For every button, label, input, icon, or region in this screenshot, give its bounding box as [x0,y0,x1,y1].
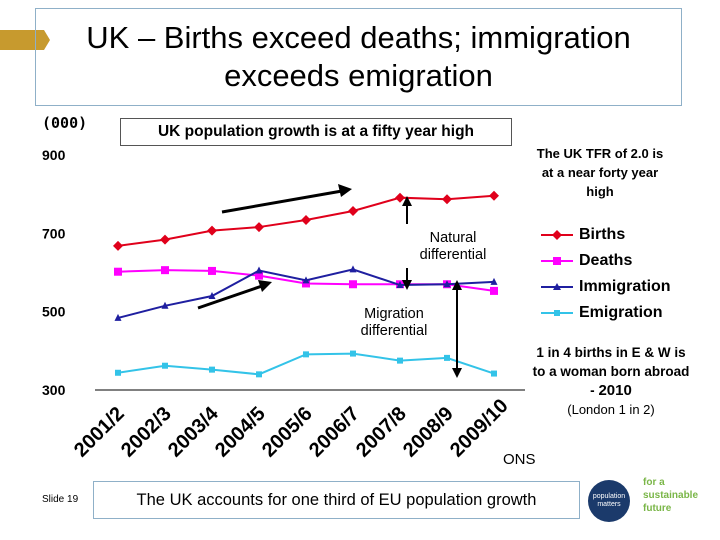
births-abroad-year: 2010 [598,382,632,399]
natural-arrow-top-head [402,196,412,206]
data-point-immigration [255,266,263,274]
y-tick-label: 900 [42,147,66,163]
x-tick-label: 2003/4 [164,402,223,461]
data-point-deaths [161,266,169,275]
legend-marker-immigration [541,283,573,290]
x-tick-label: 2001/2 [70,403,129,462]
data-point-emigration [303,351,309,358]
title-frame: UK – Births exceed deaths; immigration e… [35,8,682,106]
data-point-births [113,240,123,251]
data-point-births [489,190,499,201]
data-point-deaths [114,267,122,276]
data-point-births [395,192,405,203]
x-tick-label: 2002/3 [117,403,176,462]
x-tick-label: 2008/9 [399,403,458,462]
data-point-births [442,194,452,205]
data-point-deaths [302,279,310,288]
y-tick-label: 700 [42,225,66,241]
legend-label-deaths: Deaths [579,252,633,269]
births-abroad-text: 1 in 4 births in E & W is to a woman bor… [532,345,690,398]
x-tick-label: 2005/6 [258,403,317,462]
x-tick-label: 2006/7 [305,403,364,462]
data-point-immigration [490,277,498,285]
slide-title: UK – Births exceed deaths; immigration e… [86,20,631,93]
data-point-births [301,215,311,226]
data-point-emigration [350,350,356,357]
data-point-deaths [208,266,216,275]
natural-label-bg [404,224,496,268]
data-point-emigration [491,370,497,377]
legend-label-immigration: Immigration [579,278,671,295]
legend-marker-emigration [541,310,573,316]
data-point-emigration [209,366,215,373]
data-point-immigration [161,301,169,309]
chart-legend: Births Deaths Immigration Emigration [533,218,685,326]
data-point-immigration [208,292,216,299]
trend-arrow-upper-head [338,184,352,197]
legend-item-deaths: Deaths [541,248,632,274]
data-point-immigration [443,280,451,288]
legend-label-emigration: Emigration [579,304,663,321]
natural-differential-label: Natural differential [420,230,487,263]
legend-item-births: Births [541,222,625,248]
london-note: (London 1 in 2) [567,402,655,417]
data-point-births [254,222,264,233]
data-point-deaths [349,280,357,289]
y-tick-label: 300 [42,382,66,398]
migration-differential-label: Migration differential [361,306,428,339]
chart-subtitle: UK population growth is at a fifty year … [120,118,512,146]
data-point-emigration [256,371,262,378]
migration-arrow-bottom-head [452,368,462,378]
data-point-immigration [349,265,357,273]
slide-number: Slide 19 [42,494,79,505]
migration-label-bg [348,302,440,342]
data-point-emigration [115,369,121,376]
x-tick-label: 2007/8 [352,403,411,462]
data-point-emigration [162,362,168,369]
data-point-immigration [114,313,122,321]
logo-tagline: for a sustainable future [643,477,699,514]
data-point-births [160,234,170,245]
legend-marker-births [541,230,573,240]
legend-label-births: Births [579,226,626,243]
footer-statement: The UK accounts for one third of EU popu… [93,481,580,519]
data-point-births [207,225,217,236]
tfr-note: The UK TFR of 2.0 is at a near forty yea… [536,146,664,199]
births-abroad-note: 1 in 4 births in E & W is to a woman bor… [530,343,692,419]
trend-arrow-lower-head [258,280,272,292]
data-point-births [348,206,358,217]
data-point-emigration [397,357,403,364]
source-label: ONS [503,451,536,468]
x-tick-labels: 2001/22002/32003/42004/52005/62006/72007… [70,395,513,462]
data-point-deaths [255,271,263,280]
legend-item-immigration: Immigration [541,274,671,300]
y-tick-label: 500 [42,304,66,320]
legend-item-emigration: Emigration [541,300,663,326]
accent-arrow-bar [0,30,50,50]
y-tick-labels: 900 700 500 300 [42,147,66,398]
legend-marker-deaths [541,257,573,265]
data-point-immigration [302,276,310,284]
x-tick-label: 2004/5 [211,403,270,462]
trend-arrow-lower [197,284,263,310]
data-point-emigration [444,354,450,361]
series-layer [113,190,499,378]
migration-arrow-top-head [452,280,462,290]
natural-arrow-bottom-head [402,280,412,290]
population-matters-logo: population matters [588,480,630,522]
data-point-deaths [490,286,498,295]
trend-arrow-upper [221,189,343,214]
unit-label: (000) [42,114,88,132]
data-point-immigration [396,281,404,289]
